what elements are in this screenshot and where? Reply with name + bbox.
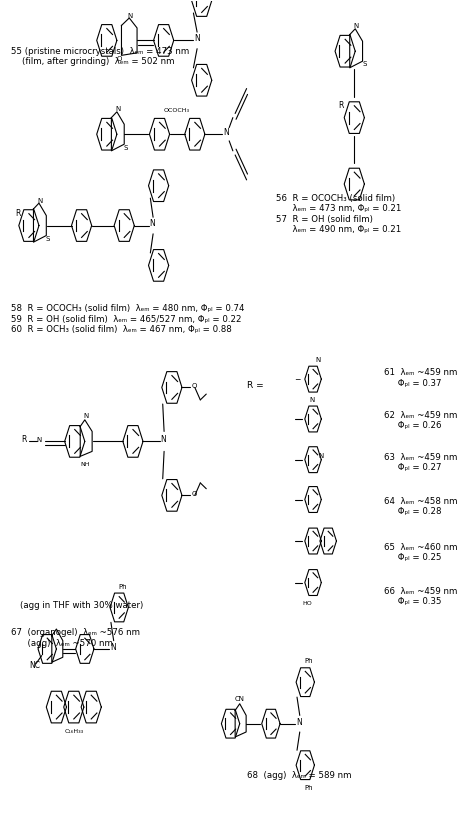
Text: NH: NH (80, 462, 90, 467)
Text: 66  λₑₘ ~459 nm
     Φₚₗ = 0.35: 66 λₑₘ ~459 nm Φₚₗ = 0.35 (384, 586, 457, 606)
Text: 68  (agg)  λₑₘ = 589 nm: 68 (agg) λₑₘ = 589 nm (246, 771, 351, 780)
Text: HO: HO (303, 601, 312, 606)
Text: 64  λₑₘ ~458 nm
     Φₚₗ = 0.28: 64 λₑₘ ~458 nm Φₚₗ = 0.28 (384, 497, 457, 516)
Text: N: N (160, 436, 166, 444)
Text: N: N (115, 107, 120, 112)
Text: R: R (21, 436, 27, 444)
Text: Ph: Ph (305, 786, 313, 791)
Text: R: R (15, 208, 20, 217)
Text: O: O (191, 383, 197, 389)
Text: 65  λₑₘ ~460 nm
     Φₚₗ = 0.25: 65 λₑₘ ~460 nm Φₚₗ = 0.25 (384, 542, 457, 562)
Text: N: N (110, 643, 116, 651)
Text: N: N (194, 34, 200, 43)
Text: N: N (296, 717, 302, 726)
Text: Ph: Ph (305, 658, 313, 665)
Text: N: N (315, 357, 320, 363)
Text: −: − (294, 375, 300, 384)
Text: N: N (37, 197, 43, 203)
Text: O: O (117, 56, 122, 62)
Text: N: N (354, 23, 359, 29)
Text: 62  λₑₘ ~459 nm
     Φₚₗ = 0.26: 62 λₑₘ ~459 nm Φₚₗ = 0.26 (384, 411, 457, 430)
Text: 56  R = OCOCH₃ (solid film)
      λₑₘ = 473 nm, Φₚₗ = 0.21
57  R = OH (solid fil: 56 R = OCOCH₃ (solid film) λₑₘ = 473 nm,… (276, 194, 402, 234)
Text: Ph: Ph (118, 584, 127, 590)
Text: N: N (36, 436, 42, 443)
Text: 67  (organogel)  λₑₘ ~576 nm
      (agg)  λₑₘ ~570 nm: 67 (organogel) λₑₘ ~576 nm (agg) λₑₘ ~57… (10, 628, 139, 647)
Text: N: N (127, 12, 132, 18)
Text: (agg in THF with 30% water): (agg in THF with 30% water) (20, 601, 143, 610)
Text: N: N (83, 413, 88, 420)
Text: O: O (191, 491, 197, 496)
Text: S: S (362, 62, 366, 67)
Text: NC: NC (29, 661, 40, 670)
Text: OCOCH₃: OCOCH₃ (164, 108, 190, 113)
Text: N: N (149, 219, 155, 228)
Text: S: S (124, 144, 128, 151)
Text: 61  λₑₘ ~459 nm
     Φₚₗ = 0.37: 61 λₑₘ ~459 nm Φₚₗ = 0.37 (384, 368, 457, 387)
Text: R: R (338, 101, 343, 110)
Text: 58  R = OCOCH₃ (solid film)  λₑₘ = 480 nm, Φₚₗ = 0.74
59  R = OH (solid film)  λ: 58 R = OCOCH₃ (solid film) λₑₘ = 480 nm,… (10, 304, 244, 334)
Text: N: N (223, 128, 229, 137)
Text: N: N (319, 452, 324, 458)
Text: N: N (310, 397, 315, 403)
Text: 63  λₑₘ ~459 nm
     Φₚₗ = 0.27: 63 λₑₘ ~459 nm Φₚₗ = 0.27 (384, 453, 457, 472)
Text: R =: R = (246, 381, 263, 390)
Text: 55 (pristine microcrystals)  λₑₘ = 473 nm
    (film, after grinding)  λₑₘ = 502 : 55 (pristine microcrystals) λₑₘ = 473 nm… (10, 47, 189, 67)
Text: C₁₆H₃₃: C₁₆H₃₃ (64, 730, 83, 735)
Text: CN: CN (235, 696, 245, 701)
Text: S: S (46, 236, 50, 242)
